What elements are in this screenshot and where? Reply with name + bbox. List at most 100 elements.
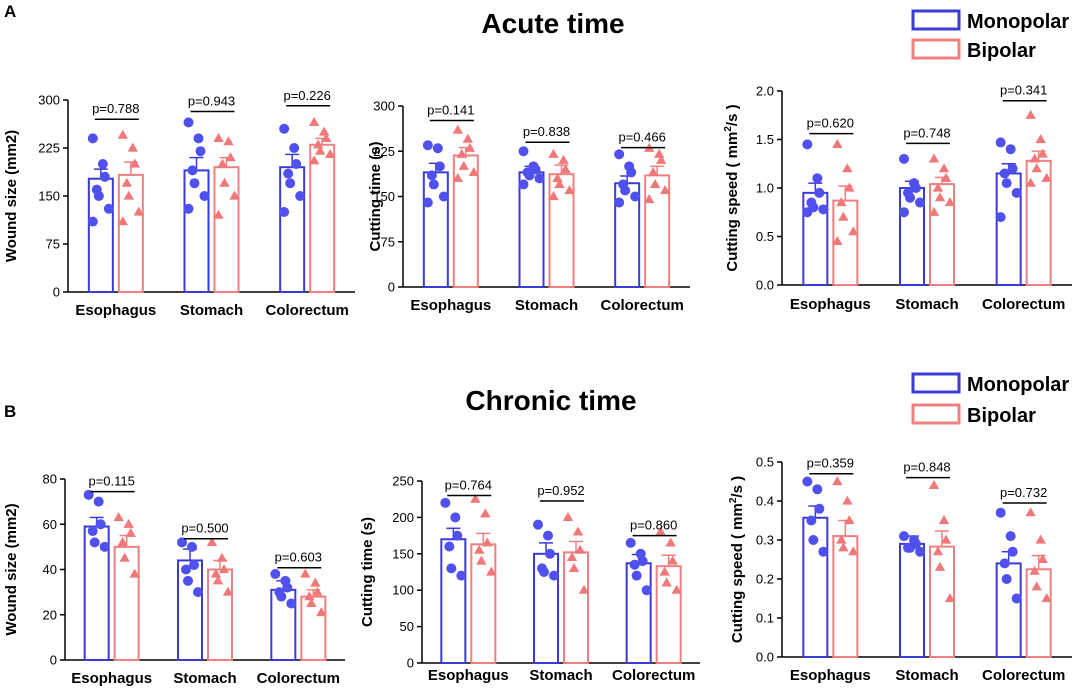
point-monopolar <box>286 598 297 609</box>
point-bipolar <box>464 142 476 152</box>
point-monopolar <box>93 191 104 201</box>
y-tick-label: 75 <box>46 237 60 252</box>
point-bipolar <box>312 586 323 596</box>
p-value-label: p=0.788 <box>92 101 139 116</box>
point-bipolar <box>320 133 332 142</box>
point-monopolar <box>189 178 200 189</box>
y-tick-label: 0 <box>407 656 414 671</box>
point-bipolar <box>1037 148 1048 158</box>
point-monopolar <box>543 530 553 541</box>
legend-a-monopolar-swatch <box>911 9 961 31</box>
point-bipolar <box>1037 554 1048 564</box>
point-monopolar <box>1007 546 1018 557</box>
point-bipolar <box>836 197 847 207</box>
point-bipolar <box>938 163 950 173</box>
point-monopolar <box>99 171 110 182</box>
point-monopolar <box>1001 574 1012 584</box>
panel-label-a: A <box>4 2 16 21</box>
point-bipolar <box>1031 163 1042 173</box>
y-axis-label: Cutting time (s) <box>367 142 384 252</box>
p-value-label: p=0.341 <box>1000 83 1047 98</box>
point-bipolar <box>647 166 659 176</box>
point-monopolar <box>812 173 823 184</box>
category-label-colorectum: Colorectum <box>257 670 340 687</box>
point-monopolar <box>193 133 204 144</box>
point-bipolar <box>1025 507 1036 517</box>
y-tick-label: 300 <box>373 99 395 114</box>
point-bipolar <box>482 537 493 547</box>
y-tick-label: 0.2 <box>756 572 774 587</box>
point-bipolar <box>129 158 141 168</box>
point-bipolar <box>932 546 944 556</box>
category-label-colorectum: Colorectum <box>982 667 1065 684</box>
y-tick-label: 50 <box>400 619 414 634</box>
y-tick-label: 0.1 <box>756 611 774 626</box>
point-bipolar <box>659 185 671 195</box>
point-monopolar <box>189 559 199 570</box>
point-monopolar <box>812 484 823 495</box>
y-tick-label: 200 <box>392 510 414 525</box>
point-bipolar <box>574 544 586 554</box>
point-monopolar <box>1005 144 1016 155</box>
point-bipolar <box>127 142 139 152</box>
p-value-label: p=0.748 <box>903 125 950 140</box>
category-label-stomach: Stomach <box>180 302 243 319</box>
point-monopolar <box>802 139 813 150</box>
y-tick-label: 1.0 <box>756 181 774 196</box>
point-bipolar <box>470 493 481 503</box>
point-monopolar <box>518 179 529 190</box>
p-value-label: p=0.732 <box>1000 485 1047 500</box>
point-bipolar <box>665 537 676 547</box>
point-monopolar <box>524 170 535 181</box>
point-bipolar <box>1029 565 1040 575</box>
point-bipolar <box>562 512 574 521</box>
point-bipolar <box>125 527 136 537</box>
point-monopolar <box>446 563 457 574</box>
y-tick-label: 0.0 <box>756 278 774 293</box>
point-monopolar <box>518 146 529 157</box>
point-monopolar <box>814 187 825 198</box>
p-value-label: p=0.620 <box>807 116 854 131</box>
point-bipolar <box>655 526 666 536</box>
p-value-label: p=0.860 <box>630 518 677 533</box>
point-monopolar <box>630 191 641 202</box>
point-bipolar <box>1035 134 1046 144</box>
p-value-label: p=0.952 <box>537 483 584 498</box>
category-label-colorectum: Colorectum <box>265 302 348 319</box>
category-label-esophagus: Esophagus <box>410 297 491 314</box>
category-label-stomach: Stomach <box>173 670 236 687</box>
point-monopolar <box>629 559 640 570</box>
point-monopolar <box>270 569 281 580</box>
point-monopolar <box>195 146 206 157</box>
point-monopolar <box>440 497 451 508</box>
bar-monopolar-stomach <box>183 169 210 293</box>
panel-label-b: B <box>4 402 16 421</box>
point-bipolar <box>117 216 129 226</box>
point-monopolar <box>808 535 819 545</box>
point-bipolar <box>838 542 849 552</box>
point-bipolar <box>842 163 853 173</box>
point-monopolar <box>1011 187 1022 198</box>
legend-b-monopolar-swatch <box>911 372 961 394</box>
p-value-label: p=0.500 <box>181 521 228 536</box>
category-label-esophagus: Esophagus <box>71 670 152 687</box>
point-monopolar <box>995 507 1006 518</box>
point-monopolar <box>1011 593 1022 604</box>
point-bipolar <box>643 194 655 204</box>
p-value-label: p=0.226 <box>283 88 330 103</box>
point-monopolar <box>539 567 549 577</box>
point-bipolar <box>213 209 224 219</box>
point-bipolar <box>212 575 224 585</box>
point-monopolar <box>103 203 114 214</box>
point-bipolar <box>836 534 847 544</box>
point-monopolar <box>806 515 817 526</box>
point-bipolar <box>568 562 580 572</box>
chart-acute-wound-size: 0 75 150 225 300 Wound size (mm2) Esophagus p=0… <box>3 88 355 319</box>
legend-a-bipolar-label: Bipolar <box>967 40 1036 62</box>
point-monopolar <box>626 167 637 178</box>
point-bipolar <box>314 145 326 155</box>
point-bipolar <box>1031 581 1042 591</box>
p-value-label: p=0.466 <box>618 130 665 145</box>
point-monopolar <box>432 143 443 154</box>
